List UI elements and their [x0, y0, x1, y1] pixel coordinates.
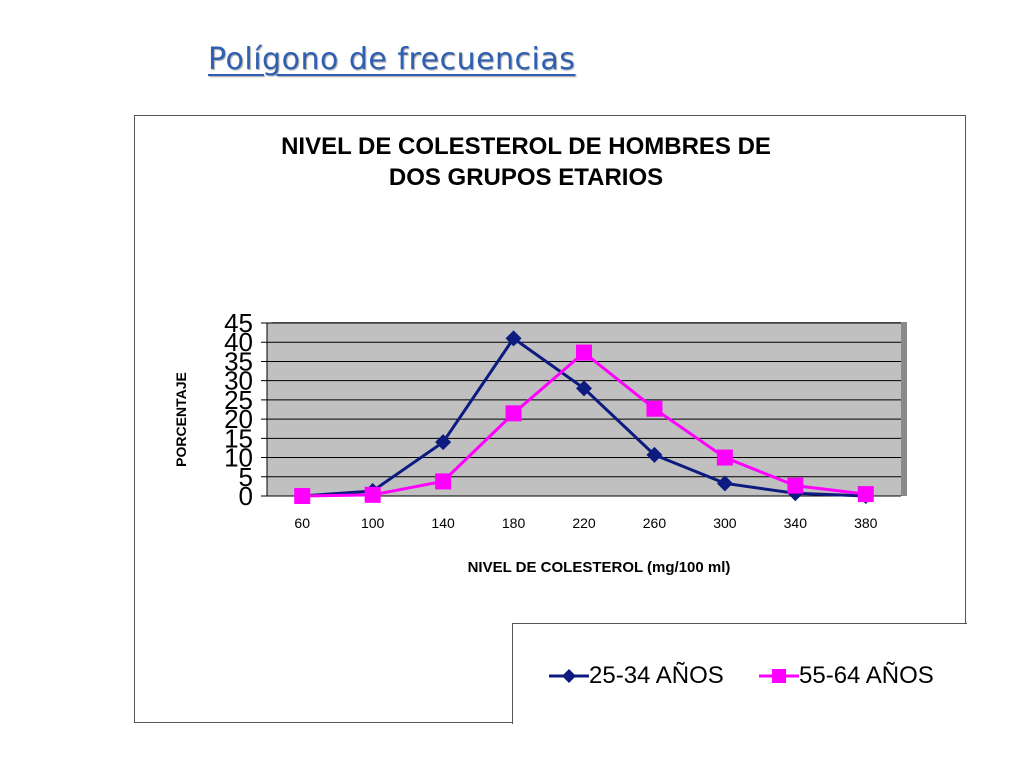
data-point-series2	[576, 344, 592, 361]
data-point-series1	[576, 380, 592, 397]
y-tick-label: 40	[224, 327, 253, 357]
data-point-series2	[435, 473, 452, 490]
legend-diamond-icon	[549, 669, 589, 683]
y-tick-label: 5	[239, 462, 253, 492]
x-axis-title: NIVEL DE COLESTEROL (mg/100 ml)	[468, 559, 731, 576]
data-point-series2	[294, 488, 311, 504]
x-tick-label: 220	[572, 515, 596, 531]
y-tick-label: 45	[224, 308, 253, 338]
y-tick-label: 10	[224, 443, 253, 473]
y-tick-label: 0	[239, 481, 253, 511]
y-tick-label: 15	[224, 423, 253, 453]
data-point-series2	[646, 400, 663, 417]
x-tick-label: 180	[502, 515, 526, 531]
y-tick-label: 25	[224, 385, 253, 415]
data-point-series1	[505, 330, 522, 347]
chart-title-line2: DOS GRUPOS ETARIOS	[388, 164, 664, 191]
legend-item-series2: 55-64 AÑOS	[759, 662, 934, 690]
x-tick-label: 100	[361, 515, 385, 531]
data-point-series2	[787, 477, 804, 494]
data-point-series2	[364, 486, 381, 503]
data-point-series2	[716, 449, 733, 466]
chart-frame: NIVEL DE COLESTEROL DE HOMBRES DE DOS GR…	[134, 115, 967, 724]
legend-item-series1: 25-34 AÑOS	[549, 662, 724, 690]
data-point-series1	[716, 475, 733, 492]
y-axis-title: PORCENTAJE	[173, 372, 189, 467]
legend-label-series1: 25-34 AÑOS	[589, 662, 724, 689]
legend-square-icon	[759, 669, 799, 683]
data-point-series1	[435, 434, 452, 451]
chart-title-line1: NIVEL DE COLESTEROL DE HOMBRES DE	[281, 133, 771, 160]
x-tick-label: 140	[431, 515, 455, 531]
legend: 25-34 AÑOS 55-64 AÑOS	[512, 623, 967, 724]
x-tick-label: 260	[643, 515, 667, 531]
data-point-series2	[505, 405, 522, 422]
y-tick-label: 30	[224, 366, 253, 396]
legend-label-series2: 55-64 AÑOS	[799, 662, 934, 689]
x-tick-label: 340	[784, 515, 808, 531]
x-tick-label: 380	[854, 515, 878, 531]
y-tick-label: 20	[224, 404, 253, 434]
slide-title: Polígono de frecuencias	[208, 42, 576, 77]
x-tick-label: 60	[294, 515, 310, 531]
data-point-series2	[857, 486, 874, 503]
data-point-series1	[646, 446, 663, 463]
y-tick-label: 35	[224, 346, 253, 376]
x-tick-label: 300	[713, 515, 737, 531]
